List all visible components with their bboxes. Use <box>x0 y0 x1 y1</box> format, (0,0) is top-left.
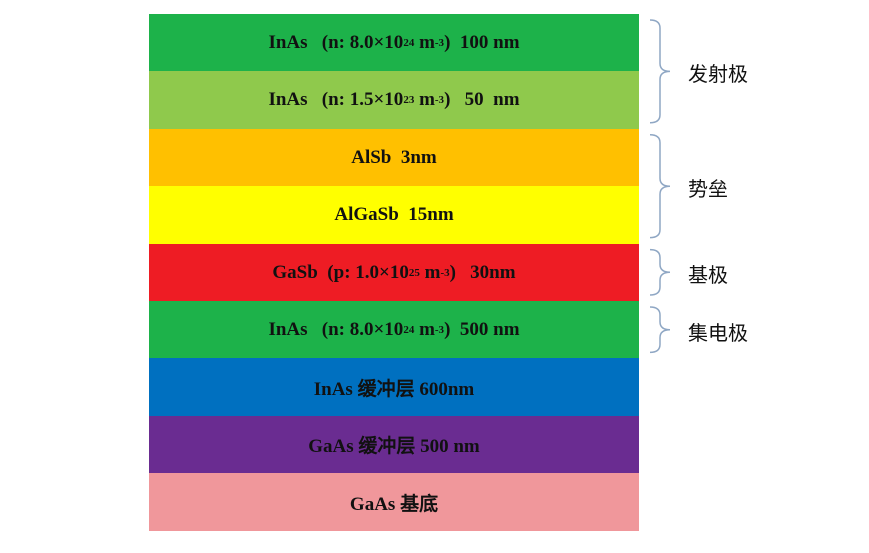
brace-4 <box>649 306 671 354</box>
layer-text: ) 100 nm <box>444 31 520 53</box>
brace-1 <box>649 19 671 124</box>
layer-8: GaAs 缓冲层 500 nm <box>149 415 639 474</box>
layer-text: m <box>414 31 435 53</box>
layer-text: GaSb (p: 1.0×10 <box>272 261 409 283</box>
layer-text: InAs 缓冲层 600nm <box>313 378 475 400</box>
layer-text: InAs (n: 8.0×10 <box>268 31 404 53</box>
region-label-1: 发射极 <box>688 62 748 87</box>
layer-text: GaAs 缓冲层 500 nm <box>308 436 480 458</box>
layer-2: InAs (n: 1.5×10 23 m -3) 50 nm <box>149 71 639 130</box>
layer-text: m <box>419 261 441 283</box>
layer-text: InAs (n: 8.0×10 <box>268 318 404 340</box>
layer-6: InAs (n: 8.0×10 24 m -3) 500 nm <box>149 301 639 359</box>
region-label-4: 集电极 <box>688 320 748 345</box>
layer-stack: InAs (n: 8.0×10 24 m -3) 100 nm InAs (n: 1.… <box>149 14 639 532</box>
region-label-3: 基极 <box>688 263 728 288</box>
layer-5: GaSb (p: 1.0×10 25 m -3) 30nm <box>149 243 639 302</box>
layer-text: AlSb 3nm <box>351 146 437 168</box>
layer-text: m <box>414 318 435 340</box>
brace-3 <box>649 248 671 296</box>
layer-9: GaAs 基底 <box>149 473 639 532</box>
layer-4: AlGaSb 15nm <box>149 186 639 245</box>
layer-3: AlSb 3nm <box>149 128 639 187</box>
layer-text: m <box>414 89 435 111</box>
region-brackets <box>649 19 671 354</box>
region-label-2: 势垒 <box>688 177 728 202</box>
layer-text: InAs (n: 1.5×10 <box>268 89 404 111</box>
brace-2 <box>649 134 671 239</box>
layer-text: AlGaSb 15nm <box>334 204 454 226</box>
layer-1: InAs (n: 8.0×10 24 m -3) 100 nm <box>149 14 639 72</box>
layer-text: ) 50 nm <box>444 89 520 111</box>
layer-text: ) 30nm <box>449 261 516 283</box>
layer-text: ) 500 nm <box>444 318 520 340</box>
layer-7: InAs 缓冲层 600nm <box>149 358 639 417</box>
layer-text: GaAs 基底 <box>349 493 439 515</box>
